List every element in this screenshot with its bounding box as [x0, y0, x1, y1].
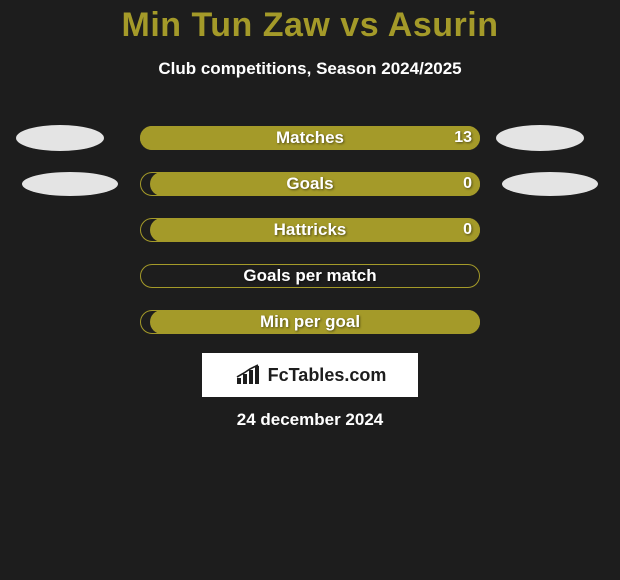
- page-subtitle: Club competitions, Season 2024/2025: [0, 59, 620, 79]
- stat-right-value: 0: [463, 172, 472, 196]
- stat-right-value: 13: [454, 126, 472, 150]
- right-player-bubble: [502, 172, 598, 196]
- stat-row: Min per goal: [0, 310, 620, 334]
- stat-label: Min per goal: [140, 310, 480, 334]
- stat-label: Matches: [140, 126, 480, 150]
- left-player-bubble: [16, 125, 104, 151]
- stat-rows: Matches13Goals0Hattricks0Goals per match…: [0, 126, 620, 356]
- left-player-bubble: [22, 172, 118, 196]
- stat-row: Hattricks0: [0, 218, 620, 242]
- site-badge: FcTables.com: [202, 353, 418, 397]
- stat-label: Goals per match: [140, 264, 480, 288]
- page-title: Min Tun Zaw vs Asurin: [0, 0, 620, 45]
- stat-row: Goals per match: [0, 264, 620, 288]
- comparison-canvas: Min Tun Zaw vs Asurin Club competitions,…: [0, 0, 620, 580]
- site-badge-text: FcTables.com: [268, 365, 387, 386]
- right-player-bubble: [496, 125, 584, 151]
- stat-right-value: 0: [463, 218, 472, 242]
- stat-label: Hattricks: [140, 218, 480, 242]
- stat-label: Goals: [140, 172, 480, 196]
- bar-chart-icon: [234, 364, 262, 386]
- snapshot-date: 24 december 2024: [0, 410, 620, 430]
